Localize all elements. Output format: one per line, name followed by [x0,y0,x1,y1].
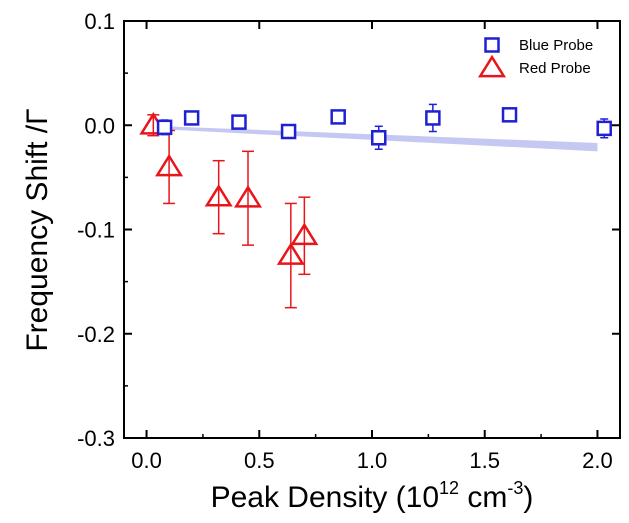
red-probe-point [276,202,305,309]
x-axis-title-sup1: 12 [439,478,459,498]
x-axis-title-end: ) [523,481,533,514]
x-tick-label: 0.5 [244,448,275,473]
x-axis-title-main: Peak Density (10 [211,481,439,514]
triangle-marker [233,185,263,208]
legend-label: Blue Probe [519,37,593,54]
legend-item-blue-probe: Blue Probe [484,37,593,54]
triangle-marker [204,183,233,207]
blue-probe-point [371,125,387,150]
x-axis-title-mid: cm [459,481,507,514]
y-axis-title: Frequency Shift /Γ [21,108,54,351]
x-tick-label: 0.0 [131,448,162,473]
x-axis-title: Peak Density (1012 cm-3) [211,478,534,514]
square-marker [183,110,200,126]
square-marker [596,120,612,137]
legend-square-icon [484,37,500,53]
y-tick-label: -0.1 [77,218,115,243]
y-tick-label: -0.3 [77,426,115,451]
square-marker [156,119,173,136]
red-probe-point [290,196,319,276]
legend: Blue Probe Red Probe [477,37,593,78]
blue-probe-point [231,114,247,130]
x-tick-label: 1.0 [357,448,388,473]
square-marker [371,130,387,146]
triangle-marker [155,153,184,177]
blue-probe-point [280,123,297,140]
legend-triangle-icon [477,54,507,78]
blue-probe-point [330,109,346,125]
legend-item-red-probe: Red Probe [477,54,591,78]
x-tick-label: 2.0 [582,448,613,473]
blue-probe-point [501,107,518,123]
square-marker [231,114,247,130]
x-tick-label: 1.5 [469,448,500,473]
blue-probe-point [425,103,441,133]
triangle-marker [276,242,305,265]
blue-probe-point [183,110,200,126]
data-marks [139,103,612,309]
triangle-marker [290,222,319,246]
square-marker [425,110,441,126]
y-tick-label: -0.2 [77,322,115,347]
legend-label: Red Probe [519,60,591,77]
plot-background [124,21,620,438]
x-axis-title-sup2: -3 [507,478,523,498]
blue-probe-point [156,119,173,136]
square-marker [501,107,518,123]
axis-ticks: 0.0 0.5 1.0 1.5 2.0 -0.3 -0.2 -0.1 0.0 0.1 [77,9,620,473]
blue-probe-point [596,118,612,139]
red-probe-point [204,159,233,235]
y-tick-label: 0.0 [84,113,115,138]
red-probe-point [233,150,263,246]
square-marker [280,123,297,140]
y-tick-label: 0.1 [84,9,115,34]
square-marker [330,109,346,125]
